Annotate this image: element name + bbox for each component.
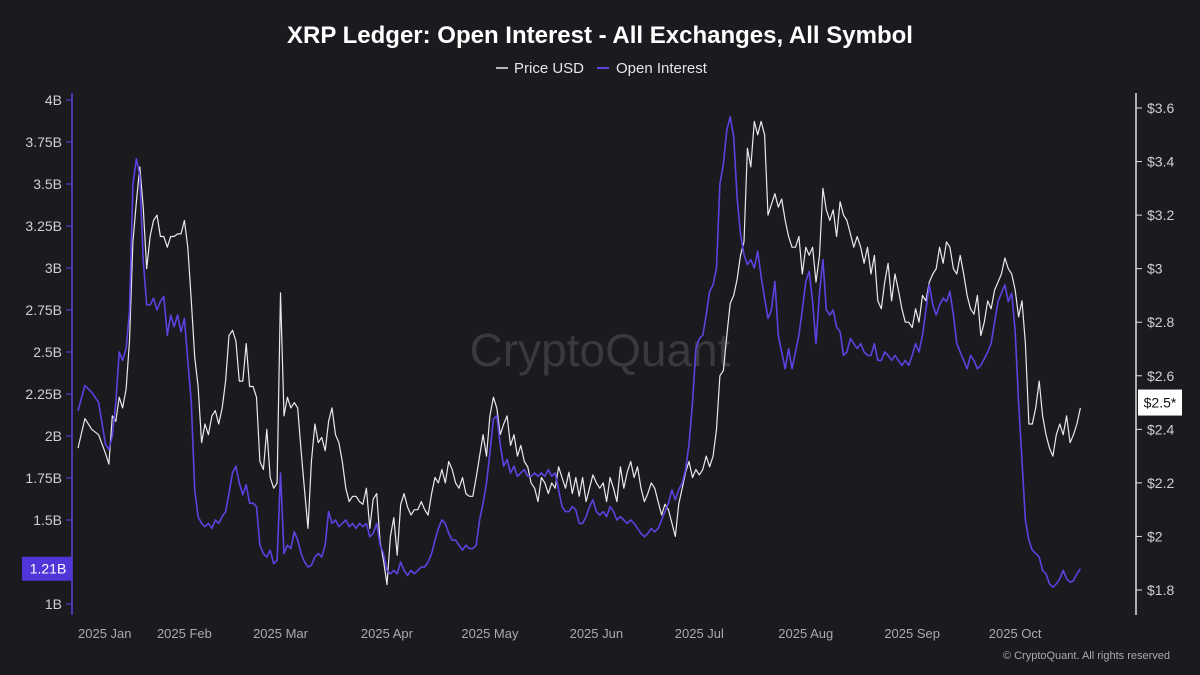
legend[interactable]: Price USD Open Interest: [496, 60, 708, 77]
y-left-tick-label: 2B: [45, 428, 62, 444]
legend-label-price: Price USD: [514, 60, 584, 77]
y-left-tick-label: 3.25B: [25, 218, 62, 234]
x-tick-label: 2025 Jan: [78, 626, 132, 641]
y-left-tick-label: 2.25B: [25, 386, 62, 402]
y-right-tick-label: $3: [1147, 261, 1163, 277]
y-left-tick-label: 3.5B: [33, 176, 62, 192]
y-right-tick-label: $2.2: [1147, 475, 1174, 491]
y-right-tick-label: $2.8: [1147, 314, 1174, 330]
x-tick-label: 2025 Apr: [361, 626, 414, 641]
price-badge-box: [1138, 389, 1182, 416]
y-right-tick-label: $2.6: [1147, 368, 1174, 384]
chart-title: XRP Ledger: Open Interest - All Exchange…: [287, 22, 913, 49]
open-interest-line: [77, 116, 1082, 588]
open-interest-badge-box: [22, 556, 72, 581]
x-tick-label: 2025 May: [461, 626, 519, 641]
legend-item-open-interest[interactable]: Open Interest: [597, 60, 708, 77]
x-tick-label: 2025 Oct: [989, 626, 1042, 641]
x-tick-label: 2025 Aug: [778, 626, 833, 641]
y-right-tick-label: $3.6: [1147, 100, 1174, 116]
y-left-ticks: 4B 3.75B 3.5B 3.25B 3B 2.75B 2.5B 2.25B 2B 1.75B 1…: [25, 92, 72, 612]
x-tick-label: 2025 Feb: [157, 626, 212, 641]
x-tick-label: 2025 Mar: [253, 626, 309, 641]
legend-item-price[interactable]: Price USD: [496, 60, 584, 77]
open-interest-badge-value: 1.21B: [30, 561, 67, 577]
current-open-interest-badge: 1.21B: [22, 556, 72, 581]
y-right-tick-label: $2.4: [1147, 421, 1174, 437]
y-left-tick-label: 1.75B: [25, 470, 62, 486]
x-ticks: 2025 Jan 2025 Feb 2025 Mar 2025 Apr 2025 May…: [78, 626, 1042, 641]
x-tick-label: 2025 Jun: [570, 626, 624, 641]
y-right-tick-label: $1.8: [1147, 582, 1174, 598]
price-usd-line: [77, 120, 1081, 586]
current-price-badge: $2.5*: [1138, 389, 1182, 416]
y-left-tick-label: 2.75B: [25, 302, 62, 318]
x-tick-label: 2025 Sep: [884, 626, 940, 641]
y-left-tick-label: 3.75B: [25, 134, 62, 150]
copyright-notice: © CryptoQuant. All rights reserved: [1003, 650, 1170, 662]
y-left-tick-label: 4B: [45, 92, 62, 108]
x-tick-label: 2025 Jul: [675, 626, 724, 641]
y-left-tick-label: 1.5B: [33, 512, 62, 528]
price-badge-value: $2.5*: [1144, 395, 1177, 411]
y-right-ticks: $3.6 $3.4 $3.2 $3 $2.8 $2.6 $2.4 $2.2 $2 $1.8: [1136, 100, 1174, 598]
y-left-tick-label: 2.5B: [33, 344, 62, 360]
watermark: CryptoQuant: [470, 324, 731, 376]
y-right-tick-label: $2: [1147, 528, 1163, 544]
legend-label-open-interest: Open Interest: [616, 60, 708, 77]
y-right-tick-label: $3.4: [1147, 154, 1174, 170]
y-left-tick-label: 3B: [45, 260, 62, 276]
y-left-tick-label: 1B: [45, 596, 62, 612]
y-right-tick-label: $3.2: [1147, 207, 1174, 223]
